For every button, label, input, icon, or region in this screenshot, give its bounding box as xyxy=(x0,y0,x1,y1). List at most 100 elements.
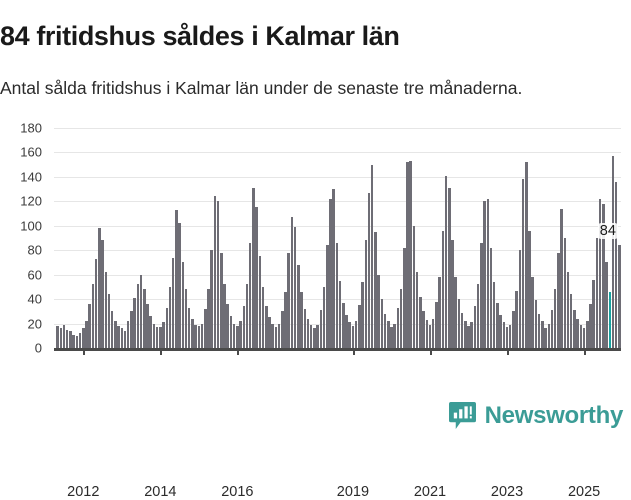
bar xyxy=(191,318,194,348)
bar xyxy=(101,240,104,348)
bar xyxy=(486,198,490,348)
bar xyxy=(184,289,188,348)
x-axis-tick xyxy=(352,348,355,355)
bar xyxy=(322,286,326,348)
bar xyxy=(480,242,483,348)
bar xyxy=(464,321,467,348)
bar xyxy=(155,327,159,348)
x-axis-tick xyxy=(429,348,432,355)
bar xyxy=(165,307,168,348)
x-axis-tick-label: 2014 xyxy=(144,484,177,500)
bar xyxy=(75,335,79,348)
bar xyxy=(242,306,246,348)
bar xyxy=(364,240,368,348)
x-axis-tick xyxy=(237,348,240,355)
bar xyxy=(393,323,396,348)
bar xyxy=(281,311,284,348)
bar xyxy=(569,294,573,348)
bar xyxy=(277,323,281,348)
gridline xyxy=(54,225,621,227)
bar-highlighted xyxy=(608,291,611,348)
bar xyxy=(348,322,351,348)
chart-plot-area: 0 20 40 60 80 100 120 140 160 180 2012 2014 2016 201… xyxy=(0,121,631,500)
bar xyxy=(358,305,361,348)
bar xyxy=(502,322,506,348)
bar xyxy=(181,262,185,348)
bar xyxy=(300,291,303,348)
bar xyxy=(152,323,156,348)
bar xyxy=(274,327,278,348)
bar xyxy=(338,280,342,348)
bar xyxy=(563,238,567,348)
bar xyxy=(592,279,595,348)
bar xyxy=(531,277,534,348)
bar xyxy=(354,321,358,348)
bar xyxy=(146,304,149,348)
gridline xyxy=(54,176,621,178)
bar xyxy=(351,326,355,348)
bar xyxy=(512,311,515,348)
y-axis-tick-label: 0 xyxy=(34,340,42,356)
bar xyxy=(576,318,579,348)
x-axis-tick-label: 2012 xyxy=(67,484,100,500)
bar xyxy=(444,175,448,348)
bar xyxy=(521,179,525,348)
bar xyxy=(329,198,332,348)
bar xyxy=(473,306,477,348)
bar xyxy=(268,317,271,348)
x-axis-tick xyxy=(83,348,86,355)
bar xyxy=(566,272,570,348)
bar xyxy=(107,294,111,348)
bar xyxy=(505,327,509,348)
bar xyxy=(422,311,425,348)
chart-x-axis-line xyxy=(54,348,621,351)
bar xyxy=(380,299,384,348)
page-title: 84 fritidshus såldes i Kalmar län xyxy=(0,21,400,52)
bar xyxy=(123,330,127,348)
bar xyxy=(216,201,220,348)
bar xyxy=(332,189,335,348)
bar xyxy=(457,299,461,348)
bar xyxy=(361,282,364,348)
bar xyxy=(441,230,445,348)
bar xyxy=(104,272,107,348)
y-axis-tick-label: 100 xyxy=(20,218,42,234)
y-axis-tick-label: 180 xyxy=(20,120,42,136)
bar xyxy=(252,187,255,348)
bar xyxy=(528,230,531,348)
newsworthy-logo[interactable]: Newsworthy xyxy=(448,402,623,430)
highlight-value-annotation: 84 xyxy=(597,223,618,240)
bar xyxy=(136,284,140,348)
chart-footer: Newsworthy xyxy=(0,398,631,439)
bar xyxy=(56,326,59,348)
bar xyxy=(431,318,435,348)
y-axis-tick-label: 80 xyxy=(27,242,42,258)
bar xyxy=(470,322,473,348)
gridline xyxy=(54,152,621,154)
x-axis-tick-label: 2023 xyxy=(490,484,524,500)
bar xyxy=(335,242,339,348)
bar xyxy=(586,321,589,348)
bar xyxy=(239,321,242,348)
bar xyxy=(409,161,412,348)
bar xyxy=(229,316,233,348)
bar xyxy=(130,311,133,348)
bar xyxy=(236,326,239,348)
bar xyxy=(342,302,345,348)
bar xyxy=(117,326,120,348)
x-axis-tick xyxy=(584,348,587,355)
bar xyxy=(425,319,429,348)
x-axis-tick xyxy=(160,348,163,355)
bar xyxy=(59,328,63,348)
bar xyxy=(602,203,605,348)
bar xyxy=(316,324,319,348)
bar xyxy=(133,297,136,348)
y-axis-tick-label: 140 xyxy=(20,169,42,185)
bar xyxy=(91,284,95,348)
bar xyxy=(287,252,290,348)
bar xyxy=(313,328,316,348)
bar xyxy=(377,274,380,348)
bar xyxy=(94,258,98,348)
bar xyxy=(374,231,377,348)
bar xyxy=(415,272,419,348)
